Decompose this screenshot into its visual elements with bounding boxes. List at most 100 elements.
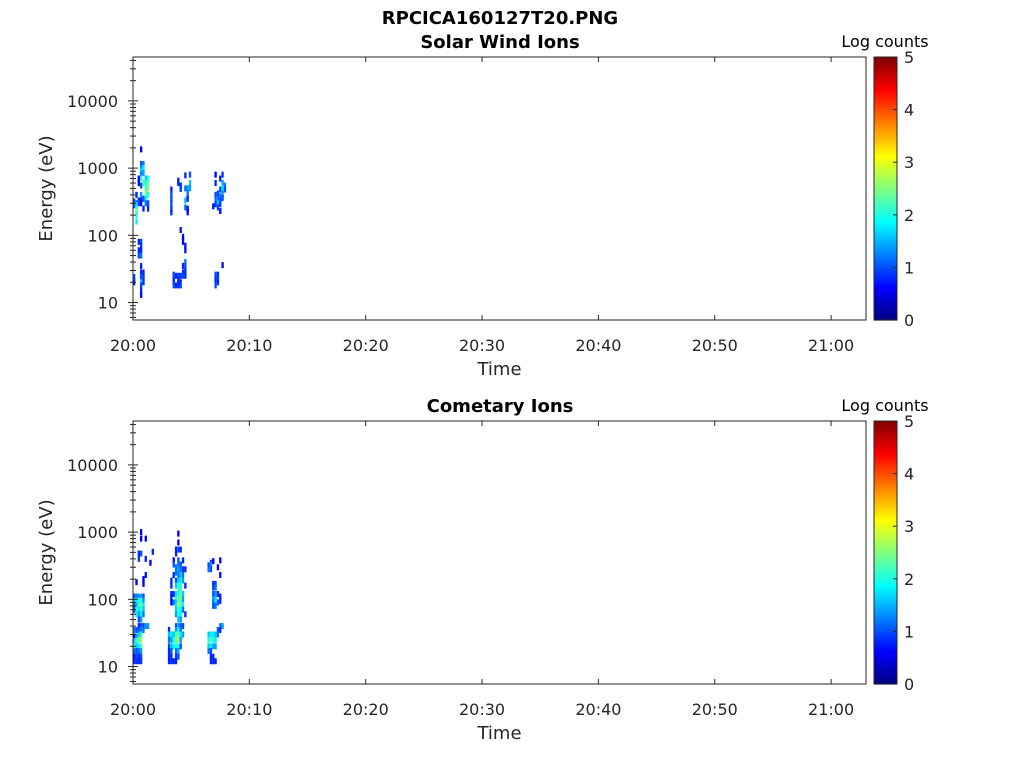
colorbar-segment (874, 191, 897, 195)
heatmap-cells (133, 529, 224, 665)
heatmap-cell (212, 631, 215, 638)
colorbar-segment (874, 248, 897, 253)
colorbar-segment (874, 209, 897, 213)
heatmap-cell (179, 227, 182, 234)
heatmap-cell (184, 272, 187, 279)
colorbar-segment (874, 563, 897, 567)
plot-frame (132, 56, 867, 321)
heatmap-cell (139, 550, 143, 557)
heatmap-cell (139, 273, 143, 280)
heatmap-cell (137, 200, 140, 207)
heatmap-cell (219, 626, 222, 633)
x-tick-label: 20:00 (110, 336, 156, 355)
heatmap-cell (142, 269, 145, 276)
heatmap-cell (139, 168, 143, 175)
heatmap-cell (137, 597, 140, 604)
colorbar-segment (874, 612, 897, 617)
heatmap-cell (216, 626, 220, 633)
heatmap-cell (212, 599, 215, 606)
colorbar-segment (874, 589, 897, 593)
colorbar-segment (874, 468, 897, 472)
heatmap-cell (179, 582, 182, 589)
heatmap-cell (167, 653, 171, 660)
colorbar-segment (874, 602, 897, 606)
colorbar-segment (874, 233, 897, 237)
heatmap-cell (170, 653, 173, 660)
heatmap-cell (179, 611, 182, 618)
heatmap-cell (142, 161, 145, 168)
colorbar-segment (874, 626, 897, 630)
colorbar-tick-label: 2 (904, 206, 914, 225)
heatmap-cell (139, 611, 143, 618)
heatmap-cell (186, 209, 189, 216)
heatmap-cell (170, 631, 173, 638)
heatmap-cell (181, 577, 185, 584)
heatmap-cell (142, 623, 145, 630)
heatmap-cell (174, 626, 178, 633)
heatmap-cell (170, 648, 173, 655)
colorbar-tick-label: 3 (904, 517, 914, 536)
heatmap-cell (216, 599, 220, 606)
heatmap-cell (146, 205, 150, 212)
colorbar-segment (874, 283, 897, 287)
heatmap-cell (144, 200, 147, 207)
heatmap-cell (139, 291, 143, 298)
colorbar-segment (874, 159, 897, 163)
heatmap-cell (184, 197, 187, 204)
heatmap-cell (184, 582, 187, 589)
colorbar-segment (874, 104, 897, 108)
heatmap-cell (177, 561, 180, 568)
colorbar-segment (874, 615, 897, 619)
heatmap-cell (174, 653, 178, 660)
heatmap-cell (174, 591, 178, 598)
colorbar-segment (874, 673, 897, 677)
colorbar-segment (874, 560, 897, 564)
heatmap-cell (179, 596, 182, 603)
colorbar-segment (874, 586, 897, 590)
heatmap-cell (139, 262, 143, 269)
heatmap-cell (214, 602, 217, 609)
colorbar-segment (874, 584, 897, 588)
heatmap-cell (177, 539, 180, 546)
x-axis-label: Time (476, 359, 521, 380)
heatmap-cell (174, 564, 178, 571)
heatmap-cell (137, 555, 140, 562)
heatmap-cell (135, 626, 138, 633)
heatmap-cell (167, 643, 171, 650)
heatmap-cell (177, 636, 180, 643)
heatmap-cell (216, 279, 220, 286)
heatmap-cell (142, 606, 145, 613)
heatmap-cell (212, 658, 215, 665)
heatmap-cell (170, 594, 173, 601)
colorbar-segment (874, 270, 897, 274)
heatmap-cell (174, 550, 178, 557)
y-tick-label: 1000 (77, 159, 118, 178)
heatmap-cell (188, 171, 192, 178)
colorbar-segment (874, 568, 897, 572)
heatmap-cell (172, 636, 175, 643)
heatmap-cell (207, 636, 210, 643)
heatmap-cell (219, 175, 222, 182)
heatmap-cell (135, 637, 138, 644)
heatmap-cell (219, 186, 222, 193)
heatmap-cell (209, 658, 213, 665)
x-tick-label: 21:00 (808, 700, 854, 719)
colorbar-segment (874, 670, 897, 675)
colorbar-tick-label: 5 (904, 412, 914, 431)
heatmap-cell (135, 593, 138, 600)
heatmap-cell (144, 623, 147, 630)
colorbar-segment (874, 85, 897, 90)
colorbar-segment (874, 67, 897, 71)
colorbar-segment (874, 555, 897, 559)
colorbar-segment (874, 426, 897, 430)
colorbar-tick-label: 1 (904, 622, 914, 641)
colorbar-segment (874, 304, 897, 308)
heatmap-cell (170, 191, 173, 198)
colorbar-segment (874, 227, 897, 232)
colorbar-segment (874, 156, 897, 161)
colorbar-segment (874, 222, 897, 226)
heatmap-cell (181, 233, 185, 240)
heatmap-cell (170, 186, 173, 193)
colorbar-segment (874, 114, 897, 119)
heatmap-cell (214, 271, 217, 278)
